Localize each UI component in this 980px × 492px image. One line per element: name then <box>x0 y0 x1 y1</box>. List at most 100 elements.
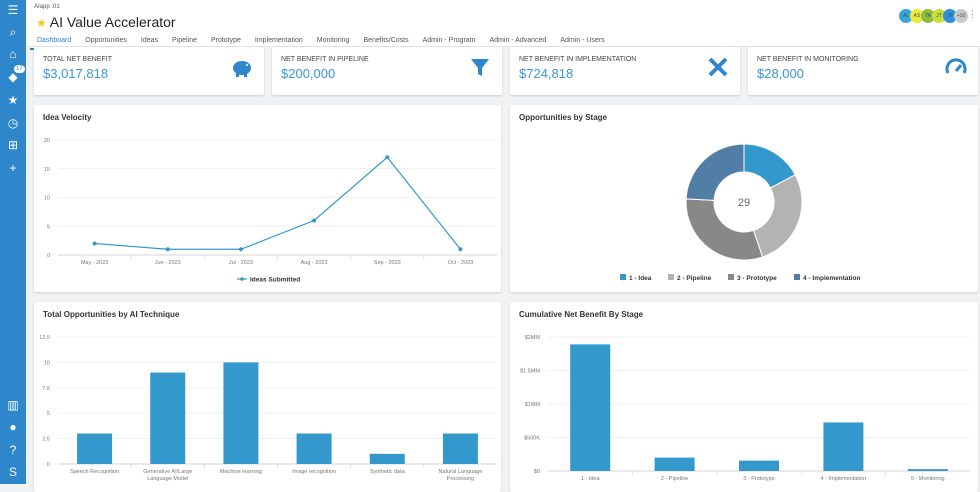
opportunities-by-technique-card: Total Opportunities by AI Technique 0 2.5… <box>34 302 501 492</box>
bar[interactable] <box>739 460 779 471</box>
data-point[interactable] <box>238 247 243 252</box>
bar[interactable] <box>570 344 611 471</box>
legend-label: 3 - Prototype <box>737 275 777 282</box>
x-tick-label: 1 - Idea <box>581 476 601 482</box>
y-tick-label: 0 <box>47 253 50 259</box>
app-name: AIapp .01 <box>34 4 60 10</box>
kpi-card: NET BENEFIT IN MONITORING $28,000 <box>748 47 978 95</box>
bar[interactable] <box>442 433 478 464</box>
bar[interactable] <box>296 433 332 464</box>
tab-ideas[interactable]: Ideas <box>140 37 159 44</box>
kpi-label: NET BENEFIT IN MONITORING <box>757 56 859 63</box>
home-icon[interactable]: ⌂ <box>9 47 17 61</box>
tab-monitoring[interactable]: Monitoring <box>316 37 350 44</box>
data-point[interactable] <box>165 247 170 252</box>
tab-admin-users[interactable]: Admin - Users <box>560 37 605 44</box>
kpi-label: NET BENEFIT IN PIPELINE <box>281 56 369 63</box>
kpi-label: TOTAL NET BENEFIT <box>43 56 112 63</box>
legend-label: 2 - Pipeline <box>677 275 712 282</box>
data-point[interactable] <box>385 155 390 160</box>
pie-slice[interactable] <box>685 143 745 201</box>
favorite-star-icon[interactable]: ★ <box>36 16 47 30</box>
bar[interactable] <box>223 362 259 464</box>
help-icon[interactable]: ? <box>9 443 17 457</box>
tab-benefits-costs[interactable]: Benefits/Costs <box>363 37 409 44</box>
kpi-value: $28,000 <box>757 66 804 81</box>
x-tick-label: 5 - Monitoring <box>911 476 945 482</box>
avatar[interactable]: TA <box>921 9 935 23</box>
pie-slice[interactable] <box>685 198 764 261</box>
kpi-card: NET BENEFIT IN PIPELINE $200,000 <box>272 47 502 95</box>
chart-title: Total Opportunities by AI Technique <box>43 310 180 319</box>
x-tick-label: Speech Recognition <box>70 469 119 475</box>
x-tick-label: 2 - Pipeline <box>661 476 689 482</box>
avatar[interactable]: AS <box>910 9 924 23</box>
menu-icon[interactable]: ☰ <box>7 3 19 17</box>
clock-icon[interactable]: ◷ <box>7 116 19 130</box>
bar[interactable] <box>823 422 864 471</box>
notification-count-badge: 17 <box>14 65 25 73</box>
legend-swatch <box>728 274 734 280</box>
tab-opportunities[interactable]: Opportunities <box>85 37 127 44</box>
x-tick-label: Machine learning <box>220 469 262 475</box>
x-tick-label: Jun - 2023 <box>155 260 181 266</box>
avatar[interactable]: +10 <box>954 9 968 23</box>
tab-pipeline[interactable]: Pipeline <box>172 37 197 44</box>
y-tick-label: 15 <box>44 167 50 173</box>
legend-label: 4 - Implementation <box>803 275 860 282</box>
y-tick-label: 2.5 <box>42 437 50 443</box>
bar[interactable] <box>654 457 695 471</box>
y-tick-label: 5 <box>47 224 50 230</box>
y-tick-label: $2MM <box>525 335 541 341</box>
x-tick-label: Natural Language Processing <box>439 469 483 482</box>
gauge-icon <box>945 58 967 74</box>
page-title: ★ AI Value Accelerator <box>36 14 176 30</box>
more-options-icon[interactable]: ⋮ <box>968 9 977 19</box>
kpi-card: TOTAL NET BENEFIT $3,017,818 <box>34 47 264 95</box>
tab-prototype[interactable]: Prototype <box>210 37 241 44</box>
x-tick-label: 3 - Prototype <box>743 476 775 482</box>
opportunities-by-stage-card: Opportunities by Stage 29 1 - Idea 2 - Pip… <box>510 105 978 292</box>
series-line-ideas-submitted <box>94 156 461 250</box>
y-tick-label: 10 <box>44 360 50 366</box>
avatar[interactable]: JT <box>932 9 946 23</box>
legend-swatch <box>794 274 800 280</box>
bar[interactable] <box>907 469 948 471</box>
avatar[interactable]: AL <box>899 9 913 23</box>
bar[interactable] <box>369 453 405 464</box>
data-point[interactable] <box>458 247 463 252</box>
bar[interactable] <box>150 372 186 464</box>
chart-title: Opportunities by Stage <box>519 113 608 122</box>
hierarchy-icon[interactable]: ⊞ <box>7 138 19 152</box>
tab-admin-advanced[interactable]: Admin - Advanced <box>489 37 547 44</box>
plus-icon[interactable]: + <box>9 161 17 175</box>
data-point[interactable] <box>312 218 317 223</box>
tab-implementation[interactable]: Implementation <box>254 37 303 44</box>
idea-velocity-card: Idea Velocity 0 5 10 15 20 May - 2023 Jun - 20… <box>34 105 501 292</box>
user-icon[interactable]: ● <box>9 420 17 434</box>
tab-admin-program[interactable]: Admin - Program <box>422 37 476 44</box>
y-tick-label: 20 <box>44 138 50 144</box>
funnel-icon <box>471 59 489 76</box>
s-logo-icon[interactable]: S <box>8 465 17 479</box>
notifications-icon[interactable]: ◆ 17 <box>8 65 25 84</box>
header: AIapp .01 ★ AI Value Accelerator Dashboar… <box>26 0 980 50</box>
star-icon[interactable]: ★ <box>7 93 19 107</box>
pie-slice[interactable] <box>752 174 803 258</box>
cumulative-net-benefit-chart: $0 $500K $1MM $1.5MM $2MM 1 - Idea 2 - Pipelin… <box>520 335 970 482</box>
bar[interactable] <box>77 433 113 464</box>
x-tick-label: Generative AI/Large Language Model <box>143 469 192 482</box>
data-point[interactable] <box>92 241 97 246</box>
x-tick-label: Synthetic data <box>370 469 406 475</box>
search-icon[interactable]: ⌕ <box>9 25 17 39</box>
book-icon[interactable]: ▥ <box>7 398 19 412</box>
kpi-value: $200,000 <box>281 66 336 81</box>
x-tick-label: Aug - 2023 <box>301 260 328 266</box>
avatar[interactable]: JP <box>943 9 957 23</box>
x-tick-label: Jul - 2023 <box>229 260 253 266</box>
idea-velocity-chart: 0 5 10 15 20 May - 2023 Jun - 2023 Jul - 2023 Au… <box>44 138 497 284</box>
y-tick-label: 7.5 <box>42 386 50 392</box>
tools-icon <box>708 57 728 77</box>
y-tick-label: 10 <box>44 196 50 202</box>
opportunities-by-technique-chart: 0 2.5 5 7.5 10 12.5 Speech Recognition Generati… <box>39 335 497 482</box>
